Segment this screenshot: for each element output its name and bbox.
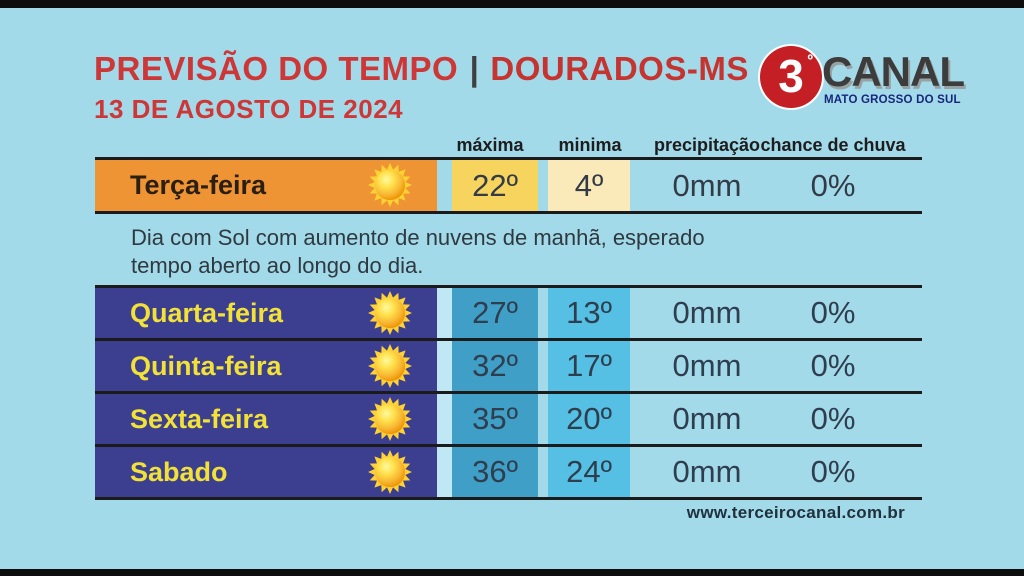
forecast-max-temp: 32º <box>472 348 518 383</box>
column-header-precip: precipitação <box>653 135 761 155</box>
divider <box>95 444 922 447</box>
forecast-chance: 0% <box>810 295 856 330</box>
today-min-temp: 4º <box>574 168 604 203</box>
forecast-day-label: Quarta-feira <box>130 298 284 328</box>
forecast-precip: 0mm <box>672 348 742 383</box>
logo-name: CANAL <box>822 48 965 95</box>
today-day-label: Terça-feira <box>130 170 267 200</box>
divider <box>95 157 922 160</box>
forecast-chance: 0% <box>810 454 856 489</box>
channel-logo: 3 º CANAL MATO GROSSO DO SUL <box>758 42 965 112</box>
sun-icon <box>368 450 412 494</box>
sun-icon <box>368 397 412 441</box>
forecast-chance: 0% <box>810 348 856 383</box>
forecast-day-label: Sabado <box>130 457 228 487</box>
forecast-max-temp: 36º <box>472 454 518 489</box>
forecast-precip: 0mm <box>672 454 742 489</box>
divider <box>95 211 922 214</box>
forecast-precip: 0mm <box>672 401 742 436</box>
forecast-max-temp: 27º <box>472 295 518 330</box>
divider <box>95 285 922 288</box>
forecast-precip: 0mm <box>672 295 742 330</box>
column-header-chance: chance de chuva <box>760 135 906 155</box>
forecast-min-temp: 13º <box>566 295 612 330</box>
today-precip: 0mm <box>672 168 742 203</box>
forecast-day-label: Quinta-feira <box>130 351 282 381</box>
logo-ordinal: º <box>807 52 813 69</box>
title-location: DOURADOS-MS <box>490 50 749 87</box>
letterbox-bottom <box>0 569 1024 576</box>
description-line-2: tempo aberto ao longo do dia. <box>131 253 424 278</box>
forecast-min-temp: 17º <box>566 348 612 383</box>
forecast-chance: 0% <box>810 401 856 436</box>
divider <box>95 391 922 394</box>
sun-icon <box>368 291 412 335</box>
title-separator: | <box>469 50 479 87</box>
title-main: PREVISÃO DO TEMPO <box>94 50 459 87</box>
logo-circle-icon: 3 º <box>760 46 822 108</box>
today-min-cell-bg <box>548 160 630 211</box>
divider <box>95 338 922 341</box>
logo-region: MATO GROSSO DO SUL <box>824 94 961 106</box>
forecast-day-label: Sexta-feira <box>130 404 269 434</box>
forecast-min-temp: 24º <box>566 454 612 489</box>
column-header-min: minima <box>558 135 622 155</box>
description-line-1: Dia com Sol com aumento de nuvens de man… <box>131 225 705 250</box>
today-max-cell-bg <box>452 160 538 211</box>
divider <box>95 497 922 500</box>
letterbox-top <box>0 0 1024 8</box>
sun-icon <box>368 344 412 388</box>
logo-number: 3 <box>778 50 804 102</box>
website-url: www.terceirocanal.com.br <box>686 503 905 522</box>
forecast-max-temp: 35º <box>472 401 518 436</box>
forecast-date: 13 DE AGOSTO DE 2024 <box>94 94 404 124</box>
sun-icon <box>368 163 412 207</box>
column-header-max: máxima <box>456 135 524 155</box>
forecast-min-temp: 20º <box>566 401 612 436</box>
forecast-description: Dia com Sol com aumento de nuvens de man… <box>131 224 705 280</box>
today-chance: 0% <box>810 168 856 203</box>
today-max-temp: 22º <box>472 168 518 203</box>
page-title: PREVISÃO DO TEMPO | DOURADOS-MS <box>94 50 749 88</box>
